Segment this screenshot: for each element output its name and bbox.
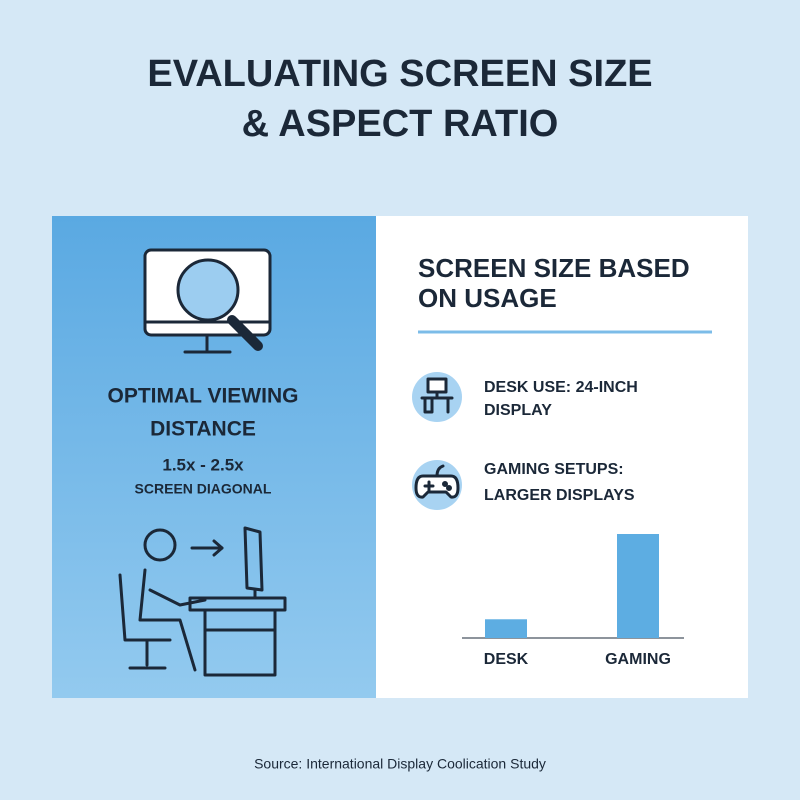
item-label: LARGER DISPLAYS (484, 487, 635, 504)
item-label: DESK USE: 24-INCH (484, 379, 638, 396)
bar (617, 534, 659, 638)
item-label: GAMING SETUPS: (484, 461, 624, 478)
right-heading: ON USAGE (418, 283, 557, 313)
x-label: DESK (484, 651, 529, 668)
source: Source: International Display Coolicatio… (254, 756, 546, 772)
bar-chart: DESK GAMING (462, 534, 684, 668)
item-label: DISPLAY (484, 402, 552, 419)
gamepad-icon (414, 464, 460, 499)
title-line: & ASPECT RATIO (242, 103, 559, 145)
bar (485, 619, 527, 638)
left-heading: OPTIMAL VIEWING (108, 385, 299, 408)
left-heading: DISTANCE (150, 418, 256, 441)
right-heading: SCREEN SIZE BASED (418, 253, 690, 283)
desk-icon (420, 377, 454, 414)
ratio-label: SCREEN DIAGONAL (135, 481, 272, 497)
monitor-icon (143, 248, 272, 354)
title-line: EVALUATING SCREEN SIZE (147, 53, 652, 95)
x-label: GAMING (605, 651, 671, 668)
ratio: 1.5x - 2.5x (162, 455, 244, 474)
person-desk-icon (118, 526, 287, 677)
